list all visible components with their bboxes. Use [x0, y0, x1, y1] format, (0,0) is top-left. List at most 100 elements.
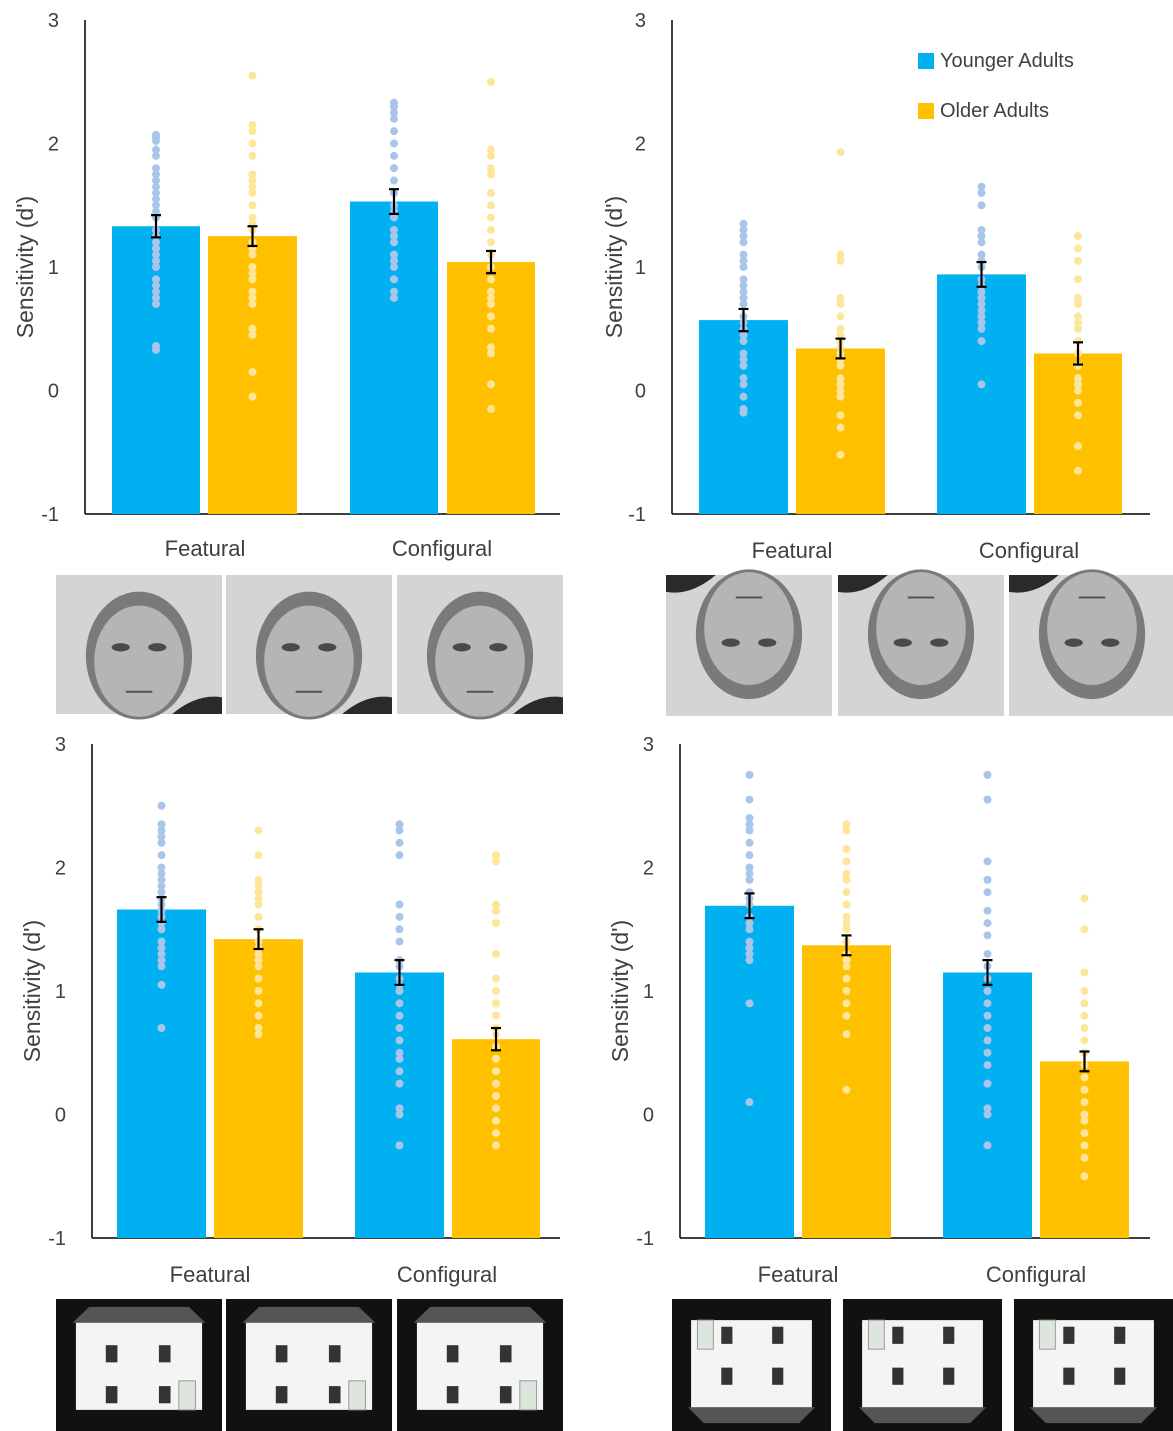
- data-point: [487, 380, 495, 389]
- data-point: [248, 392, 257, 401]
- y-tick-label: -1: [41, 504, 59, 526]
- data-point: [248, 275, 257, 284]
- chart-houses-inverted: -1 0 1 2 3 Sensitivity (d') Featural Configural: [607, 734, 1150, 1287]
- data-point: [983, 1079, 992, 1088]
- y-tick-label: 0: [55, 1105, 66, 1127]
- data-point: [492, 1079, 500, 1088]
- data-point: [487, 225, 495, 234]
- data-point: [152, 151, 160, 160]
- data-point: [487, 287, 495, 296]
- data-point: [492, 1141, 500, 1150]
- x-category-label: Configural: [979, 538, 1079, 563]
- house-shape: [687, 1319, 816, 1424]
- data-point: [1074, 411, 1082, 420]
- data-point: [254, 987, 263, 995]
- data-point: [983, 1061, 992, 1070]
- data-point: [157, 820, 166, 829]
- chart-faces-inverted: -1 0 1 2 3 Sensitivity (d') Featural Configural: [601, 10, 1150, 563]
- data-point: [254, 949, 263, 958]
- legend-swatch-younger: [918, 53, 934, 69]
- data-point: [836, 386, 845, 395]
- data-point: [254, 999, 263, 1008]
- data-point: [977, 293, 986, 302]
- data-point: [152, 244, 160, 253]
- data-point: [152, 293, 160, 302]
- data-point: [745, 925, 754, 934]
- data-point: [842, 1085, 851, 1094]
- data-point: [842, 962, 851, 971]
- data-point: [492, 949, 500, 958]
- data-point: [157, 882, 166, 891]
- data-point: [842, 925, 851, 934]
- data-point: [983, 1048, 992, 1057]
- face-eye: [281, 643, 300, 652]
- data-point: [745, 795, 754, 804]
- error-bar: [389, 188, 399, 215]
- data-point: [248, 120, 257, 129]
- data-point: [395, 1054, 404, 1063]
- data-point: [254, 956, 263, 965]
- data-point: [492, 900, 500, 909]
- house-window: [499, 1345, 512, 1363]
- legend-label-younger: Younger Adults: [940, 50, 1074, 72]
- data-point: [395, 820, 404, 829]
- data-point: [745, 838, 754, 847]
- house-window: [1063, 1326, 1075, 1344]
- data-point: [745, 869, 754, 878]
- data-point: [842, 888, 851, 897]
- data-point: [836, 450, 845, 459]
- data-point: [977, 182, 986, 191]
- data-point: [842, 857, 851, 866]
- error-bar: [835, 337, 846, 360]
- house-window: [328, 1345, 341, 1363]
- data-point: [152, 256, 160, 265]
- data-point: [395, 925, 404, 934]
- data-point: [492, 1011, 500, 1020]
- data-point: [248, 71, 257, 80]
- data-point: [842, 919, 851, 928]
- y-tick-label: -1: [636, 1228, 654, 1250]
- y-tick-label: -1: [48, 1228, 66, 1250]
- face-skin: [94, 605, 184, 717]
- data-point: [152, 281, 160, 290]
- data-point: [739, 392, 748, 401]
- data-point: [977, 225, 986, 234]
- face-shape: [838, 569, 975, 700]
- data-point: [254, 1011, 263, 1020]
- data-point: [739, 238, 748, 247]
- data-point: [1074, 318, 1082, 327]
- data-point: [836, 300, 845, 309]
- data-point: [157, 801, 166, 810]
- data-point: [977, 306, 986, 315]
- data-point: [842, 820, 851, 829]
- house-door: [867, 1319, 885, 1350]
- y-tick-label: 0: [635, 381, 646, 403]
- face-shape: [1009, 569, 1146, 700]
- data-point: [487, 164, 495, 173]
- data-point: [842, 1030, 851, 1039]
- data-point: [745, 851, 754, 860]
- data-point: [254, 888, 263, 897]
- data-point: [739, 256, 748, 265]
- data-point: [152, 145, 160, 154]
- y-tick-label: 3: [635, 10, 646, 32]
- data-point: [157, 826, 166, 835]
- data-point: [977, 188, 986, 197]
- face-shape: [666, 569, 803, 700]
- data-point: [745, 820, 754, 829]
- data-point: [977, 232, 986, 241]
- house-photo-inverted: [1014, 1299, 1173, 1431]
- data-point: [1080, 968, 1089, 977]
- data-point: [395, 838, 404, 847]
- data-point: [983, 875, 992, 884]
- house-window: [772, 1367, 784, 1385]
- data-point: [487, 151, 495, 160]
- face-shape: [255, 591, 392, 720]
- face-collar: [1009, 575, 1059, 593]
- house-window: [158, 1386, 171, 1404]
- data-point: [836, 423, 845, 432]
- data-point: [157, 962, 166, 971]
- y-tick-label: 1: [55, 981, 66, 1003]
- data-point: [1074, 256, 1082, 265]
- y-axis-title: Sensitivity (d'): [607, 920, 633, 1062]
